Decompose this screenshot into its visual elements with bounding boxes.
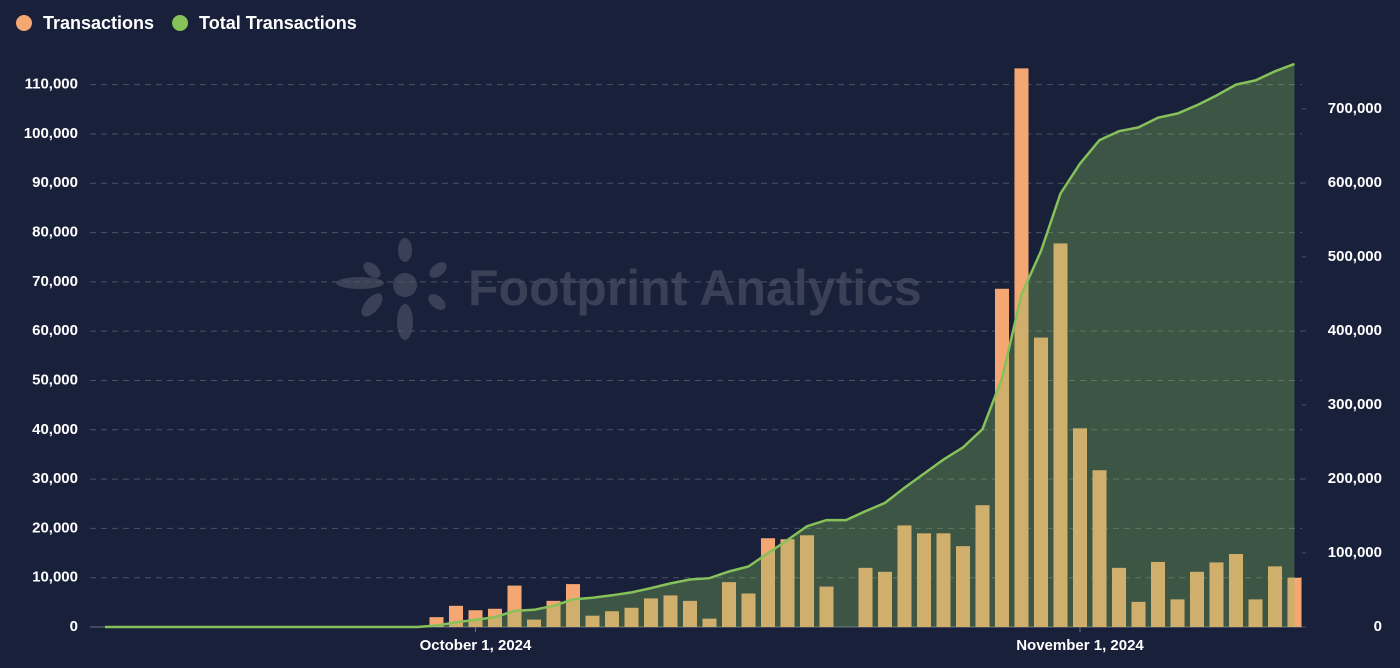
y-tick-label: 30,000 xyxy=(32,470,78,487)
y2-tick-label: 400,000 xyxy=(1328,322,1382,339)
y-tick-label: 10,000 xyxy=(32,569,78,586)
bar xyxy=(1170,599,1185,627)
bar xyxy=(799,535,815,627)
legend-marker xyxy=(16,15,32,31)
bar xyxy=(526,619,542,627)
bar xyxy=(1150,561,1166,627)
y-tick-label: 50,000 xyxy=(32,371,78,388)
y-tick-label: 100,000 xyxy=(24,125,78,142)
legend-marker xyxy=(172,15,189,31)
bar xyxy=(1209,562,1224,627)
bar xyxy=(1189,571,1205,627)
bar xyxy=(1267,566,1283,627)
legend-label: Transactions xyxy=(43,13,154,33)
bar xyxy=(1072,428,1088,627)
bar xyxy=(429,617,444,627)
bar xyxy=(585,615,600,627)
bar xyxy=(1228,554,1244,627)
bar xyxy=(877,571,893,627)
bar xyxy=(624,607,639,627)
y-tick-label: 60,000 xyxy=(32,322,78,339)
bar xyxy=(819,586,834,627)
y-tick-label: 80,000 xyxy=(32,224,78,241)
bar xyxy=(1131,601,1146,627)
bar xyxy=(1033,337,1049,627)
y-tick-label: 40,000 xyxy=(32,421,78,438)
bar xyxy=(507,585,522,627)
bar xyxy=(916,533,932,627)
watermark-logo xyxy=(336,238,447,340)
bar xyxy=(780,539,795,627)
y2-tick-label: 500,000 xyxy=(1328,248,1382,265)
y2-tick-label: 700,000 xyxy=(1328,100,1382,117)
bar xyxy=(643,598,659,627)
bar xyxy=(1111,567,1127,627)
watermark: Footprint Analytics xyxy=(468,260,922,316)
bar xyxy=(1014,68,1029,628)
y-tick-label: 110,000 xyxy=(25,76,78,93)
y2-tick-label: 200,000 xyxy=(1328,470,1382,487)
bar xyxy=(565,584,581,627)
bar xyxy=(1287,577,1302,627)
x-tick-label: October 1, 2024 xyxy=(420,637,532,654)
bar xyxy=(604,611,620,627)
bar xyxy=(994,288,1010,627)
bar xyxy=(682,600,698,627)
bar xyxy=(858,567,873,627)
bar xyxy=(975,505,990,627)
bar xyxy=(760,538,776,627)
y-tick-label: 70,000 xyxy=(32,273,78,290)
y2-tick-label: 300,000 xyxy=(1328,396,1382,413)
y-tick-label: 90,000 xyxy=(32,174,78,191)
x-tick-label: November 1, 2024 xyxy=(1016,637,1144,654)
bar xyxy=(897,525,912,627)
y2-tick-label: 600,000 xyxy=(1328,174,1382,191)
bar xyxy=(702,618,717,627)
bar xyxy=(663,595,678,627)
y2-tick-label: 0 xyxy=(1374,618,1382,635)
y2-tick-label: 100,000 xyxy=(1328,544,1382,561)
bar xyxy=(741,593,756,627)
y-tick-label: 0 xyxy=(70,618,78,635)
bar xyxy=(721,582,737,627)
bar xyxy=(1248,599,1263,627)
bar xyxy=(936,533,951,627)
line xyxy=(105,62,1295,629)
y-tick-label: 20,000 xyxy=(32,519,78,536)
bar xyxy=(1053,243,1068,627)
area xyxy=(105,63,1295,627)
bar xyxy=(955,546,971,627)
legend-label: Total Transactions xyxy=(199,13,357,33)
bar xyxy=(1092,470,1107,627)
